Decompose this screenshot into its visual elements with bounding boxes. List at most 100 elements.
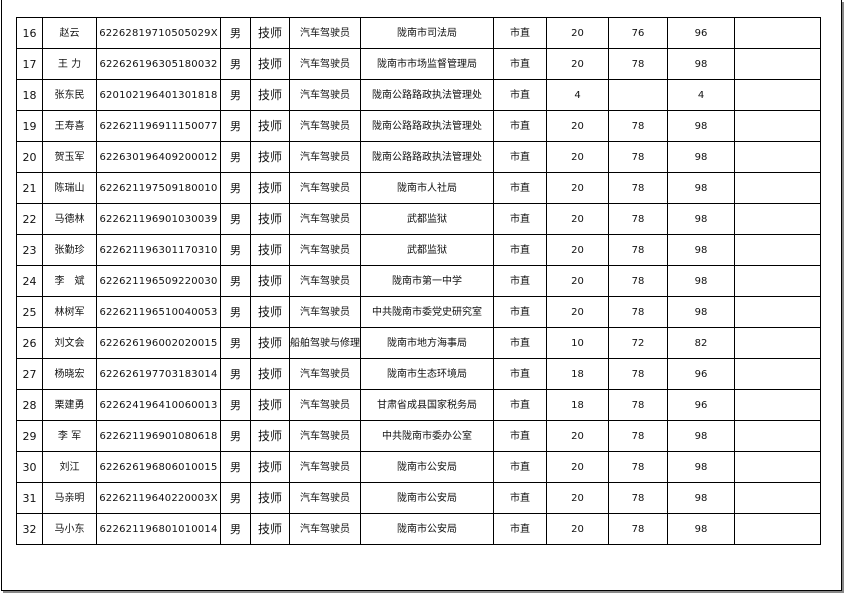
score-2-cell: 78	[608, 110, 668, 142]
note-cell	[734, 296, 821, 328]
gender-cell: 男	[220, 482, 251, 514]
title-cell: 技师	[250, 203, 290, 235]
title-cell: 技师	[250, 141, 290, 173]
total-score-cell: 98	[667, 420, 735, 452]
table-row: 21 陈瑞山 622621197509180010 男技师 汽车驾驶员 陇南市人社局 市直 2…	[16, 172, 821, 204]
id-number-cell: 622621196801010014	[96, 513, 221, 545]
name-cell: 马小东	[42, 513, 97, 545]
table-row: 31 马亲明 62262119640220003X 男技师 汽车驾驶员 陇南市公安局 市直 2…	[16, 482, 821, 514]
total-score-cell: 98	[667, 141, 735, 173]
score-1-cell: 20	[546, 451, 609, 483]
unit-cell: 武都监狱	[360, 203, 494, 235]
score-2-cell	[608, 79, 668, 111]
note-cell	[734, 513, 821, 545]
total-score-cell: 98	[667, 203, 735, 235]
table-row: 27 杨晓宏 622626197703183014 男技师 汽车驾驶员 陇南市生态环境局市…	[16, 358, 821, 390]
total-score-cell: 82	[667, 327, 735, 359]
row-number: 22	[16, 203, 43, 235]
gender-cell: 男	[220, 172, 251, 204]
score-1-cell: 10	[546, 327, 609, 359]
title-cell: 技师	[250, 513, 290, 545]
row-number: 20	[16, 141, 43, 173]
id-number-cell: 622621197509180010	[96, 172, 221, 204]
note-cell	[734, 110, 821, 142]
title-cell: 技师	[250, 451, 290, 483]
job-cell: 汽车驾驶员	[289, 110, 361, 142]
score-2-cell: 78	[608, 48, 668, 80]
id-number-cell: 62262819710505029X	[96, 17, 221, 49]
total-score-cell: 98	[667, 234, 735, 266]
title-cell: 技师	[250, 79, 290, 111]
level-cell: 市直	[493, 234, 547, 266]
title-cell: 技师	[250, 296, 290, 328]
table-row: 18 张东民 620102196401301818 男技师 汽车驾驶员 陇南公路路政执法管…	[16, 79, 821, 111]
row-number: 17	[16, 48, 43, 80]
name-cell: 李 军	[42, 420, 97, 452]
level-cell: 市直	[493, 79, 547, 111]
score-2-cell: 78	[608, 172, 668, 204]
table-row: 23 张勤珍 622621196301170310 男技师 汽车驾驶员 武都监狱 市直 20 7…	[16, 234, 821, 266]
table-row: 16 赵云 62262819710505029X 男技师 汽车驾驶员 陇南市司法局 市直 20…	[16, 17, 821, 49]
score-1-cell: 20	[546, 420, 609, 452]
name-cell: 王寿喜	[42, 110, 97, 142]
total-score-cell: 4	[667, 79, 735, 111]
level-cell: 市直	[493, 141, 547, 173]
score-2-cell: 78	[608, 296, 668, 328]
unit-cell: 中共陇南市委办公室	[360, 420, 494, 452]
title-cell: 技师	[250, 482, 290, 514]
unit-cell: 陇南公路路政执法管理处	[360, 141, 494, 173]
gender-cell: 男	[220, 203, 251, 235]
score-1-cell: 20	[546, 513, 609, 545]
unit-cell: 陇南市司法局	[360, 17, 494, 49]
score-2-cell: 76	[608, 17, 668, 49]
name-cell: 林树军	[42, 296, 97, 328]
id-number-cell: 622626196806010015	[96, 451, 221, 483]
row-number: 28	[16, 389, 43, 421]
gender-cell: 男	[220, 389, 251, 421]
level-cell: 市直	[493, 296, 547, 328]
name-cell: 张东民	[42, 79, 97, 111]
title-cell: 技师	[250, 358, 290, 390]
title-cell: 技师	[250, 420, 290, 452]
note-cell	[734, 48, 821, 80]
id-number-cell: 622621196509220030	[96, 265, 221, 297]
note-cell	[734, 451, 821, 483]
id-number-cell: 622621196901030039	[96, 203, 221, 235]
total-score-cell: 98	[667, 110, 735, 142]
gender-cell: 男	[220, 234, 251, 266]
job-cell: 汽车驾驶员	[289, 358, 361, 390]
total-score-cell: 98	[667, 296, 735, 328]
note-cell	[734, 203, 821, 235]
score-1-cell: 20	[546, 234, 609, 266]
id-number-cell: 622621196301170310	[96, 234, 221, 266]
title-cell: 技师	[250, 110, 290, 142]
id-number-cell: 622626196002020015	[96, 327, 221, 359]
table-row: 24 李 斌 622621196509220030 男技师 汽车驾驶员 陇南市第一中学 市直…	[16, 265, 821, 297]
table-row: 22 马德林 622621196901030039 男技师 汽车驾驶员 武都监狱 市直 20 7…	[16, 203, 821, 235]
unit-cell: 陇南市第一中学	[360, 265, 494, 297]
total-score-cell: 98	[667, 172, 735, 204]
level-cell: 市直	[493, 513, 547, 545]
note-cell	[734, 17, 821, 49]
title-cell: 技师	[250, 17, 290, 49]
level-cell: 市直	[493, 327, 547, 359]
table-row: 25 林树军 622621196510040053 男技师 汽车驾驶员 中共陇南市委党史研…	[16, 296, 821, 328]
table-row: 28 栗建勇 622624196410060013 男技师 汽车驾驶员 甘肃省成县国家税务…	[16, 389, 821, 421]
id-number-cell: 622624196410060013	[96, 389, 221, 421]
table-row: 19 王寿喜 622621196911150077 男技师 汽车驾驶员 陇南公路路政执法管…	[16, 110, 821, 142]
level-cell: 市直	[493, 203, 547, 235]
id-number-cell: 622630196409200012	[96, 141, 221, 173]
score-1-cell: 20	[546, 265, 609, 297]
table-row: 17 王 力 622626196305180032 男技师 汽车驾驶员 陇南市市场监督管理…	[16, 48, 821, 80]
note-cell	[734, 234, 821, 266]
title-cell: 技师	[250, 265, 290, 297]
total-score-cell: 96	[667, 17, 735, 49]
unit-cell: 陇南市地方海事局	[360, 327, 494, 359]
gender-cell: 男	[220, 141, 251, 173]
level-cell: 市直	[493, 48, 547, 80]
gender-cell: 男	[220, 451, 251, 483]
note-cell	[734, 420, 821, 452]
score-1-cell: 20	[546, 48, 609, 80]
title-cell: 技师	[250, 327, 290, 359]
unit-cell: 甘肃省成县国家税务局	[360, 389, 494, 421]
